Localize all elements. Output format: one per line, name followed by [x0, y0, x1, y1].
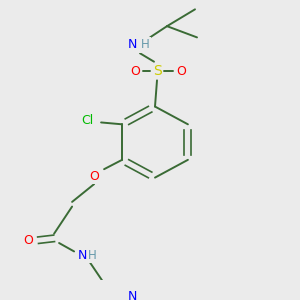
Text: H: H	[141, 38, 149, 51]
Text: N: N	[127, 38, 137, 51]
Text: S: S	[153, 64, 161, 78]
Text: O: O	[176, 64, 186, 77]
Text: O: O	[23, 234, 33, 247]
Text: O: O	[130, 64, 140, 77]
Text: N: N	[77, 249, 87, 262]
Text: Cl: Cl	[81, 114, 93, 127]
Text: O: O	[89, 170, 99, 183]
Text: N: N	[128, 290, 137, 300]
Text: H: H	[88, 249, 97, 262]
